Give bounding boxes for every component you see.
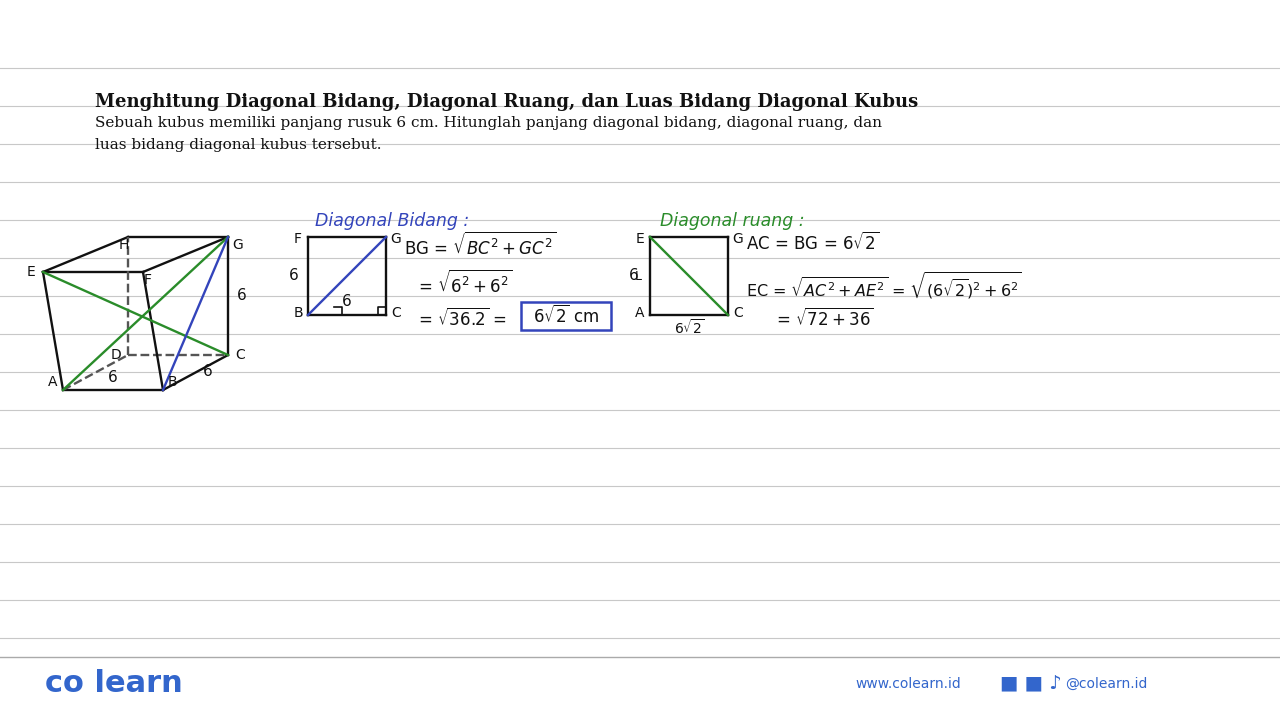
Text: H: H (119, 238, 129, 252)
Text: E: E (27, 265, 36, 279)
Text: 6: 6 (289, 269, 298, 284)
Text: L: L (635, 269, 641, 282)
Text: B: B (168, 375, 177, 389)
Text: C: C (392, 306, 401, 320)
Text: Diagonal ruang :: Diagonal ruang : (660, 212, 805, 230)
Text: F: F (294, 232, 302, 246)
Text: $6\sqrt{2}$: $6\sqrt{2}$ (673, 318, 704, 338)
Text: luas bidang diagonal kubus tersebut.: luas bidang diagonal kubus tersebut. (95, 138, 381, 152)
Text: C: C (733, 306, 742, 320)
Text: 6: 6 (204, 364, 212, 379)
Text: Menghitung Diagonal Bidang, Diagonal Ruang, dan Luas Bidang Diagonal Kubus: Menghitung Diagonal Bidang, Diagonal Rua… (95, 93, 918, 111)
Text: C: C (236, 348, 244, 362)
Text: A: A (635, 306, 645, 320)
Text: A: A (49, 375, 58, 389)
Text: ■ ■ ♪: ■ ■ ♪ (1000, 675, 1061, 693)
Bar (521, 302, 611, 330)
Text: 6: 6 (237, 289, 247, 304)
Text: Sebuah kubus memiliki panjang rusuk 6 cm. Hitunglah panjang diagonal bidang, dia: Sebuah kubus memiliki panjang rusuk 6 cm… (95, 116, 882, 130)
Text: = $\sqrt{36.2}$ =: = $\sqrt{36.2}$ = (419, 308, 507, 330)
Text: $6\sqrt{2}$ cm: $6\sqrt{2}$ cm (532, 305, 599, 327)
Text: EC = $\sqrt{AC^2 + AE^2}$ = $\sqrt{(6\sqrt{2})^2 + 6^2}$: EC = $\sqrt{AC^2 + AE^2}$ = $\sqrt{(6\sq… (746, 270, 1021, 301)
Text: Diagonal Bidang :: Diagonal Bidang : (315, 212, 470, 230)
Text: = $\sqrt{72 + 36}$: = $\sqrt{72 + 36}$ (776, 308, 874, 330)
Text: D: D (110, 348, 122, 362)
Text: E: E (636, 232, 644, 246)
Text: www.colearn.id: www.colearn.id (855, 677, 961, 691)
Text: 6: 6 (630, 269, 639, 284)
Text: B: B (293, 306, 303, 320)
Text: G: G (390, 232, 402, 246)
Text: 6: 6 (342, 294, 352, 310)
Text: AC = BG = $6\sqrt{2}$: AC = BG = $6\sqrt{2}$ (746, 232, 879, 254)
Text: BG = $\sqrt{BC^2 + GC^2}$: BG = $\sqrt{BC^2 + GC^2}$ (404, 232, 557, 259)
Text: co learn: co learn (45, 670, 183, 698)
Text: G: G (233, 238, 243, 252)
Text: @colearn.id: @colearn.id (1065, 677, 1147, 691)
Text: F: F (143, 273, 152, 287)
Text: G: G (732, 232, 744, 246)
Text: = $\sqrt{6^2 + 6^2}$: = $\sqrt{6^2 + 6^2}$ (419, 270, 512, 297)
Text: 6: 6 (108, 369, 118, 384)
